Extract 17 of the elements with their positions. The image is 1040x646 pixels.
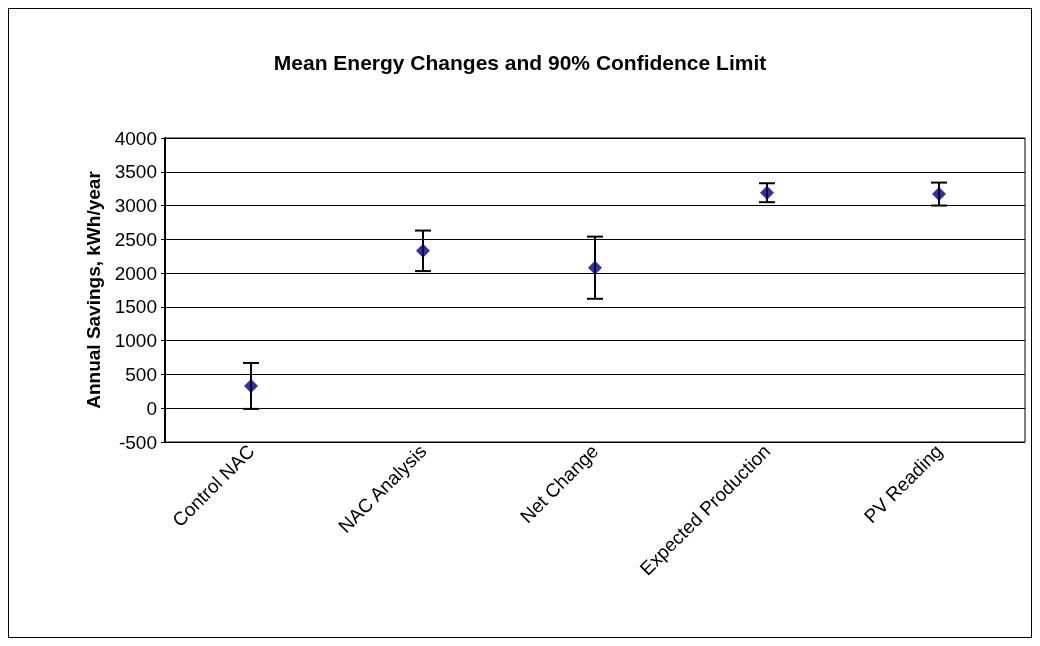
point bbox=[244, 378, 258, 393]
point bbox=[932, 187, 946, 202]
point bbox=[416, 243, 430, 258]
y-axis-title: Annual Savings, kWh/year bbox=[83, 170, 104, 409]
y-tick-label: 500 bbox=[125, 363, 157, 385]
y-tick-label: 4000 bbox=[114, 127, 157, 149]
y-tick-label: 0 bbox=[146, 397, 157, 419]
y-tick-label: 2500 bbox=[114, 228, 157, 250]
y-tick-label: 3500 bbox=[114, 161, 157, 183]
y-tick-label: 1500 bbox=[114, 296, 157, 318]
point bbox=[588, 260, 602, 275]
y-tick-label: 3000 bbox=[114, 195, 157, 217]
chart-title: Mean Energy Changes and 90% Confidence Limit bbox=[273, 51, 767, 74]
y-tick-label: 2000 bbox=[114, 262, 157, 284]
y-tick-label: 1000 bbox=[114, 330, 157, 352]
point bbox=[760, 185, 774, 200]
y-tick-label: -500 bbox=[118, 431, 157, 453]
